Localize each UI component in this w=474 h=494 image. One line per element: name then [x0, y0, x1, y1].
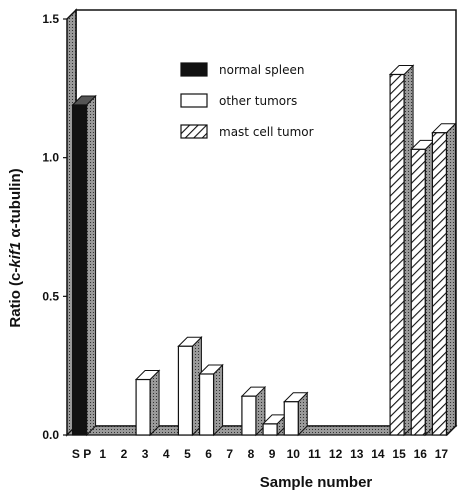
bar-sp — [71, 94, 97, 437]
x-tick-label: 4 — [163, 447, 170, 461]
x-tick-label: 15 — [392, 447, 406, 461]
x-tick-label: 12 — [329, 447, 343, 461]
y-axis-label: Ratio (c-kif1 α-tubulin) — [7, 168, 24, 327]
bar-6 — [198, 363, 224, 437]
bar-front — [198, 373, 215, 436]
x-axis-label: Sample number — [260, 474, 373, 491]
bar-front — [431, 132, 448, 436]
bar-front — [283, 401, 299, 436]
legend-label-normal: normal spleen — [219, 63, 304, 77]
y-axis-ticks: 0.0 0.5 1.0 1.5 — [42, 12, 67, 442]
bar-side — [445, 122, 456, 437]
x-tick-label: 2 — [121, 447, 128, 461]
legend-label-mast: mast cell tumor — [219, 125, 314, 139]
x-tick-label: 9 — [269, 447, 276, 461]
y-tick-label: 1.5 — [42, 12, 59, 26]
bar-side — [149, 369, 160, 437]
bar-front — [389, 73, 405, 436]
y-tick-label: 0.0 — [42, 428, 59, 442]
x-tick-label: 1 — [99, 447, 106, 461]
bar-front — [71, 104, 88, 436]
x-tick-label: 13 — [350, 447, 364, 461]
x-tick-label: S P — [72, 447, 91, 461]
x-tick-label: 17 — [435, 447, 449, 461]
bar-17 — [431, 122, 457, 437]
legend-swatch-other — [180, 93, 208, 108]
x-tick-label: 6 — [205, 447, 212, 461]
y-tick-label: 1.0 — [42, 151, 59, 165]
x-tick-label: 3 — [142, 447, 149, 461]
bar-16 — [410, 139, 436, 437]
bar-10 — [283, 391, 309, 437]
bars-layer — [71, 64, 457, 437]
bar-front — [241, 395, 257, 436]
bar-front — [262, 423, 278, 436]
bar-8 — [240, 385, 267, 437]
bar-5 — [177, 336, 203, 437]
legend-label-other: other tumors — [219, 94, 297, 108]
legend-swatch-mast — [180, 124, 208, 139]
bar-front — [135, 378, 151, 436]
x-tick-label: 11 — [308, 447, 321, 461]
legend-swatch-normal — [180, 62, 208, 77]
bar-15 — [388, 64, 415, 437]
bar-side — [86, 94, 97, 437]
bar-side — [213, 363, 224, 437]
bar-3 — [134, 369, 161, 437]
y-tick-label: 0.5 — [42, 289, 59, 303]
x-tick-label: 14 — [371, 447, 385, 461]
x-tick-label: 7 — [226, 447, 233, 461]
bar-front — [410, 148, 426, 436]
x-tick-label: 8 — [248, 447, 255, 461]
legend: normal spleen other tumors mast cell tumor — [180, 62, 314, 139]
x-tick-label: 16 — [414, 447, 428, 461]
x-tick-label: 5 — [184, 447, 191, 461]
bar-front — [177, 345, 194, 436]
x-tick-label: 10 — [287, 447, 301, 461]
x-axis-ticks: S P 1 2 3 4 5 6 7 8 9 10 11 12 13 14 15 16 17 — [72, 447, 448, 461]
